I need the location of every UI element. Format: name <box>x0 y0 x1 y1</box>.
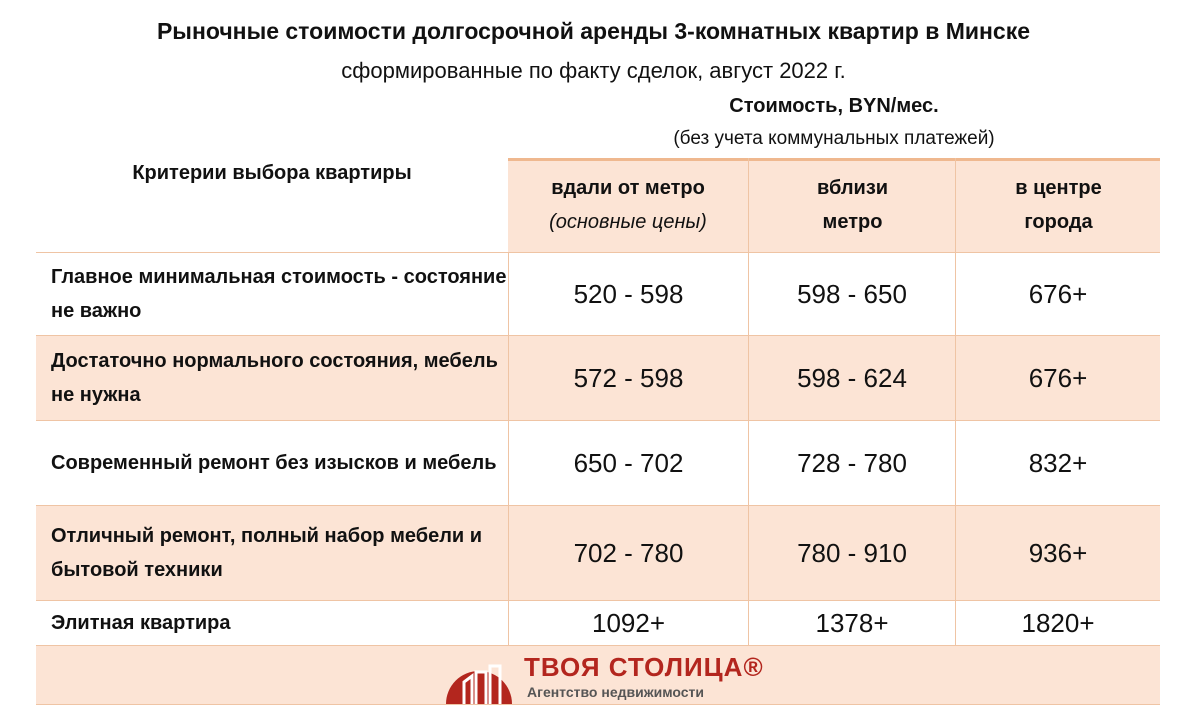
criteria-header: Критерии выбора квартиры <box>132 162 412 184</box>
column-header-center: в центре города <box>955 158 1161 252</box>
criteria-cell: Элитная квартира <box>51 612 231 634</box>
table-row: Достаточно нормального состояния, мебель… <box>36 335 1160 420</box>
cost-header: Стоимость, BYN/мес. <box>729 95 939 117</box>
column-label: вдали от метро <box>551 177 705 199</box>
price-cell: 520 - 598 <box>508 253 748 335</box>
column-label: в центре <box>1015 177 1102 199</box>
price-cell: 936+ <box>955 506 1160 600</box>
page-subtitle: сформированные по факту сделок, август 2… <box>341 58 846 83</box>
logo-tagline: Агентство недвижимости <box>527 684 705 700</box>
criteria-cell: Достаточно нормального состояния, мебель… <box>51 350 498 406</box>
price-cell: 1820+ <box>955 601 1160 645</box>
criteria-cell: Отличный ремонт, полный набор мебели и б… <box>51 525 483 581</box>
price-cell: 598 - 624 <box>748 336 955 420</box>
price-cell: 832+ <box>955 421 1160 505</box>
table-row: Отличный ремонт, полный набор мебели и б… <box>36 505 1160 600</box>
price-cell: 780 - 910 <box>748 506 955 600</box>
logo-band <box>36 645 1160 705</box>
column-label: вблизи <box>816 177 889 199</box>
header-background <box>508 158 1160 252</box>
price-cell: 728 - 780 <box>748 421 955 505</box>
column-label: метро <box>822 211 883 233</box>
logo-brand: ТВОЯ СТОЛИЦА® <box>524 652 764 682</box>
price-cell: 650 - 702 <box>508 421 748 505</box>
column-header-far-metro: вдали от метро (основные цены) <box>508 158 748 252</box>
price-cell: 1092+ <box>508 601 748 645</box>
cost-note: (без учета коммунальных платежей) <box>673 128 995 149</box>
criteria-cell: Главное минимальная стоимость - состояни… <box>51 266 507 322</box>
table-row: Элитная квартира 1092+ 1378+ 1820+ <box>36 600 1160 645</box>
column-header-near-metro: вблизи метро <box>748 158 956 252</box>
price-cell: 676+ <box>955 336 1160 420</box>
page-title: Рыночные стоимости долгосрочной аренды 3… <box>156 18 1031 44</box>
table-row: Современный ремонт без изысков и мебель 6… <box>36 420 1160 505</box>
price-cell: 572 - 598 <box>508 336 748 420</box>
logo-icon <box>446 664 512 704</box>
criteria-cell: Современный ремонт без изысков и мебель <box>51 452 497 474</box>
price-cell: 676+ <box>955 253 1160 335</box>
price-cell: 598 - 650 <box>748 253 955 335</box>
price-cell: 1378+ <box>748 601 955 645</box>
column-note: (основные цены) <box>549 211 707 233</box>
table-row: Главное минимальная стоимость - состояни… <box>36 252 1160 335</box>
price-cell: 702 - 780 <box>508 506 748 600</box>
column-label: города <box>1024 211 1093 233</box>
